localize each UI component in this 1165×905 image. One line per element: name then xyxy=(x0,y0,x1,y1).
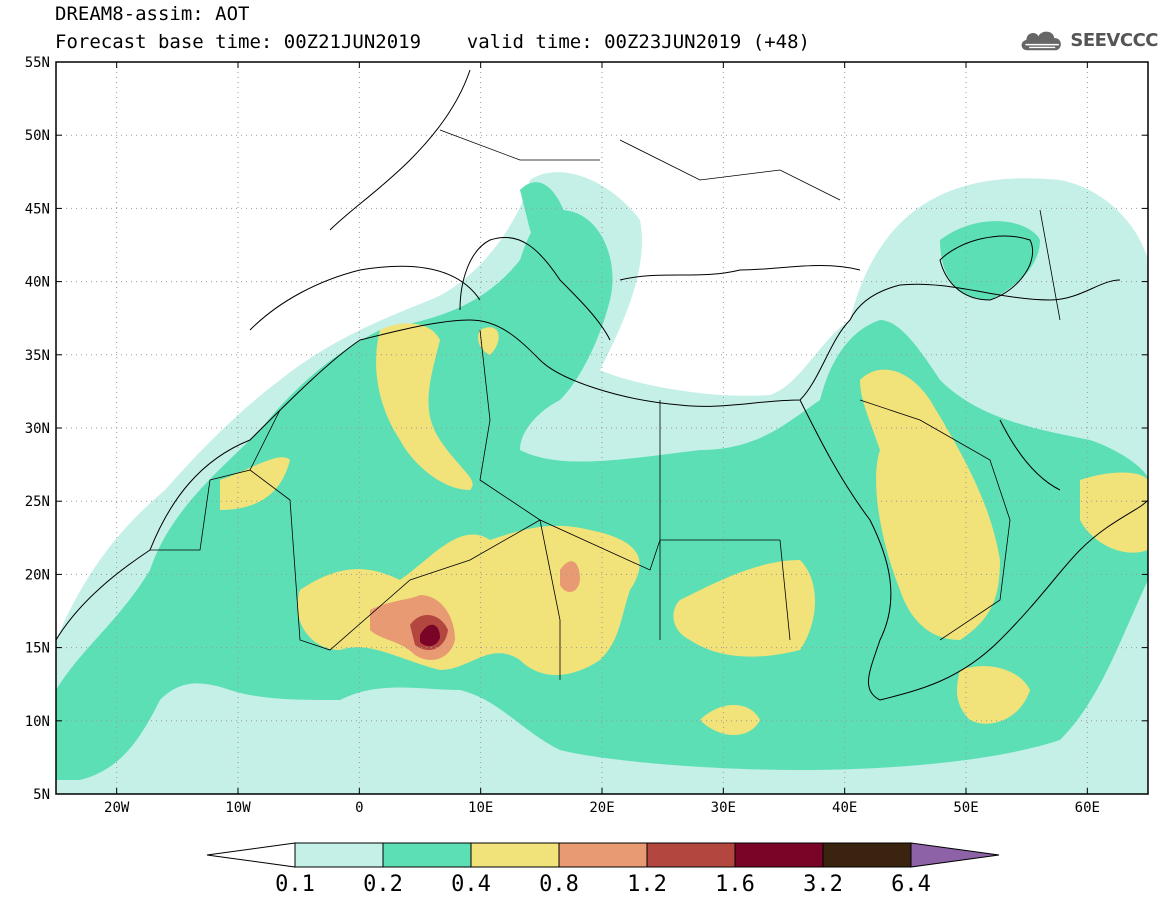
seevccc-logo: SEEVCCC xyxy=(1018,24,1158,56)
colorbar-label: 6.4 xyxy=(891,872,931,897)
lat-tick-label: 10N xyxy=(25,714,50,730)
lon-tick-label: 10W xyxy=(225,800,251,816)
lat-tick-label: 45N xyxy=(25,201,50,217)
forecast-time-subtitle: Forecast base time: 00Z21JUN2019 valid t… xyxy=(55,31,810,53)
colorbar-extend-high xyxy=(910,842,1000,868)
aot-contour-1.6 xyxy=(420,624,440,647)
lon-tick-label: 10E xyxy=(468,800,493,816)
country-borders xyxy=(150,129,1061,680)
lat-tick-label: 55N xyxy=(25,55,50,71)
colorbar-label: 1.6 xyxy=(715,872,755,897)
lon-tick-label: 30E xyxy=(711,800,736,816)
colorbar-box xyxy=(734,842,824,868)
colorbar-box xyxy=(294,842,384,868)
lat-tick-label: 5N xyxy=(33,787,50,803)
lat-tick-label: 40N xyxy=(25,275,50,291)
lon-tick-label: 50E xyxy=(953,800,978,816)
lat-tick-label: 35N xyxy=(25,348,50,364)
lat-tick-label: 30N xyxy=(25,421,50,437)
colorbar-label: 1.2 xyxy=(627,872,667,897)
colorbar-box xyxy=(382,842,472,868)
lon-tick-label: 20E xyxy=(589,800,614,816)
map-title: DREAM8-assim: AOT xyxy=(55,3,250,25)
colorbar-labels: 0.1 0.2 0.4 0.8 1.2 1.6 3.2 6.4 xyxy=(275,872,931,897)
lat-tick-label: 15N xyxy=(25,641,50,657)
colorbar-box xyxy=(646,842,736,868)
coastlines xyxy=(56,69,1148,701)
colorbar-extend-low xyxy=(206,842,296,868)
lat-tick-label: 25N xyxy=(25,494,50,510)
aot-contour-0.4 xyxy=(220,323,1148,735)
cloud-icon xyxy=(1021,31,1061,51)
tick-marks xyxy=(56,61,1148,795)
logo-text: SEEVCCC xyxy=(1070,29,1158,51)
colorbar-box xyxy=(558,842,648,868)
graticule xyxy=(56,62,1148,794)
colorbar-label: 0.8 xyxy=(539,872,579,897)
aot-colorbar xyxy=(206,842,1000,868)
colorbar-label: 0.4 xyxy=(451,872,491,897)
lat-tick-label: 50N xyxy=(25,128,50,144)
latitude-labels: 55N 50N 45N 40N 35N 30N 25N 20N 15N 10N 5N xyxy=(25,55,50,803)
colorbar-box xyxy=(470,842,560,868)
lat-tick-label: 20N xyxy=(25,567,50,583)
colorbar-label: 3.2 xyxy=(803,872,843,897)
colorbar-box xyxy=(822,842,912,868)
lon-tick-label: 60E xyxy=(1075,800,1100,816)
colorbar-label: 0.1 xyxy=(275,872,315,897)
longitude-labels: 20W 10W 0 10E 20E 30E 40E 50E 60E xyxy=(104,800,1100,816)
lon-tick-label: 20W xyxy=(104,800,130,816)
lon-tick-label: 40E xyxy=(832,800,857,816)
lon-tick-label: 0 xyxy=(355,800,363,816)
colorbar-label: 0.2 xyxy=(363,872,403,897)
